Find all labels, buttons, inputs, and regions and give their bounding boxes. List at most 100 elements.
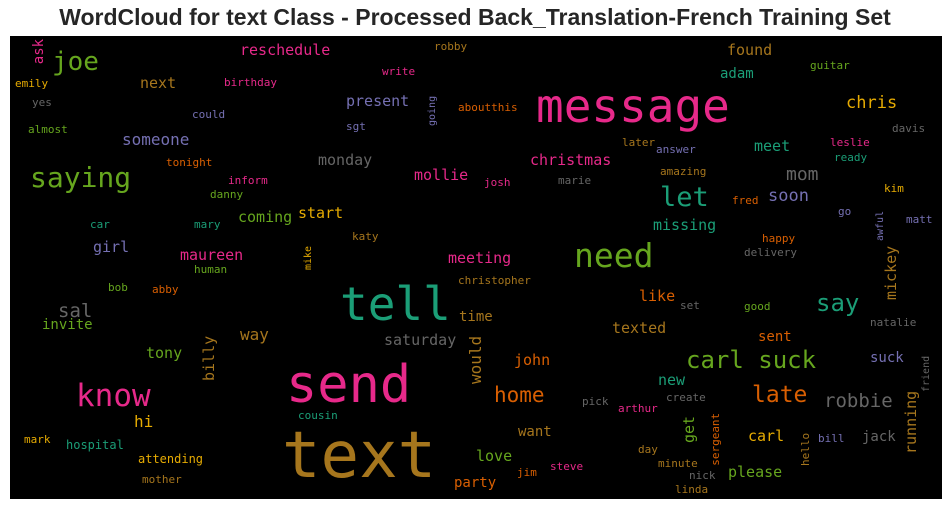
word-way: way — [240, 325, 269, 344]
word-set: set — [680, 299, 700, 312]
word-danny: danny — [210, 188, 244, 201]
word-carl: carl — [748, 427, 785, 445]
word-get: get — [680, 415, 698, 443]
word-robbie: robbie — [824, 390, 893, 412]
word-sergeant: sergeant — [709, 412, 722, 466]
word-sal: sal — [58, 300, 93, 322]
word-natalie: natalie — [870, 316, 917, 329]
word-linda: linda — [675, 483, 709, 496]
word-steve: steve — [550, 460, 584, 473]
word-carl-suck: carl suck — [686, 346, 817, 374]
word-say: say — [816, 289, 860, 317]
word-katy: katy — [352, 230, 379, 243]
word-mike: mike — [303, 245, 314, 270]
word-text: text — [282, 419, 437, 493]
word-cloud-canvas: text send tell message need know saying carl su… — [10, 36, 942, 499]
word-chris: chris — [846, 93, 898, 113]
word-ready: ready — [834, 151, 868, 164]
word-sgt: sgt — [346, 120, 366, 133]
word-christopher: christopher — [458, 274, 531, 287]
word-billy: billy — [200, 335, 218, 381]
word-want: want — [518, 424, 552, 440]
word-hi: hi — [134, 412, 154, 431]
word-bob: bob — [108, 281, 128, 294]
word-soon: soon — [768, 186, 809, 206]
word-later: later — [622, 136, 656, 149]
word-let: let — [660, 182, 709, 213]
word-car: car — [90, 218, 110, 231]
word-cousin: cousin — [298, 409, 338, 422]
word-attending: attending — [138, 452, 204, 466]
word-abby: abby — [152, 283, 179, 296]
word-bill: bill — [818, 432, 845, 445]
word-maureen: maureen — [180, 246, 244, 264]
word-found: found — [727, 41, 773, 59]
word-send: send — [286, 355, 412, 415]
word-guitar: guitar — [810, 59, 850, 72]
word-matt: matt — [906, 213, 933, 226]
word-saying: saying — [30, 161, 132, 194]
word-would: would — [466, 335, 485, 384]
word-tony: tony — [146, 344, 183, 362]
word-missing: missing — [653, 216, 717, 234]
chart-title: WordCloud for text Class - Processed Bac… — [59, 4, 891, 30]
word-meet: meet — [754, 137, 791, 155]
word-ask: ask — [31, 38, 47, 65]
word-pick: pick — [582, 395, 609, 408]
word-delivery: delivery — [744, 246, 797, 259]
word-minute: minute — [658, 457, 698, 470]
word-texted: texted — [612, 319, 667, 337]
word-next: next — [140, 74, 177, 92]
word-christmas: christmas — [530, 151, 612, 169]
word-home: home — [494, 383, 545, 407]
word-davis: davis — [892, 122, 926, 135]
word-saturday: saturday — [384, 331, 457, 349]
word-coming: coming — [238, 208, 293, 226]
word-tonight: tonight — [166, 156, 213, 169]
word-marie: marie — [558, 174, 592, 187]
word-going: going — [427, 95, 438, 126]
word-human: human — [194, 263, 228, 276]
word-joe: joe — [52, 47, 99, 77]
word-start: start — [298, 204, 344, 222]
word-jack: jack — [862, 429, 896, 445]
word-mickey: mickey — [882, 245, 900, 300]
word-running: running — [902, 390, 920, 454]
word-invite: invite — [42, 317, 93, 333]
word-amazing: amazing — [660, 165, 707, 178]
word-write: write — [382, 65, 416, 78]
word-sent: sent — [758, 329, 792, 345]
word-suck: suck — [870, 350, 904, 366]
word-new: new — [658, 371, 686, 389]
word-girl: girl — [93, 238, 130, 256]
word-friend: friend — [921, 355, 932, 392]
word-late: late — [752, 382, 808, 408]
word-mary: mary — [194, 218, 221, 231]
word-tell: tell — [340, 277, 451, 331]
word-yes: yes — [32, 96, 52, 109]
word-arthur: arthur — [618, 402, 658, 415]
word-kim: kim — [884, 182, 904, 195]
word-leslie: leslie — [830, 136, 870, 149]
word-go: go — [838, 205, 852, 218]
word-party: party — [454, 475, 497, 491]
word-please: please — [728, 463, 783, 481]
word-time: time — [459, 309, 493, 325]
word-adam: adam — [720, 66, 754, 82]
word-someone: someone — [122, 130, 190, 149]
word-mark: mark — [24, 433, 51, 446]
word-hello: hello — [799, 432, 812, 466]
word-aboutthis: aboutthis — [458, 101, 518, 114]
word-reschedule: reschedule — [240, 41, 331, 59]
word-john: john — [514, 351, 551, 369]
word-love: love — [476, 447, 513, 465]
word-inform: inform — [228, 174, 268, 187]
word-meeting: meeting — [448, 249, 512, 267]
word-almost: almost — [28, 123, 68, 136]
word-like: like — [639, 287, 676, 305]
word-mother: mother — [142, 473, 182, 486]
word-josh: josh — [484, 176, 511, 189]
word-fred: fred — [732, 194, 759, 207]
word-happy: happy — [762, 232, 796, 245]
word-hospital: hospital — [66, 438, 124, 452]
